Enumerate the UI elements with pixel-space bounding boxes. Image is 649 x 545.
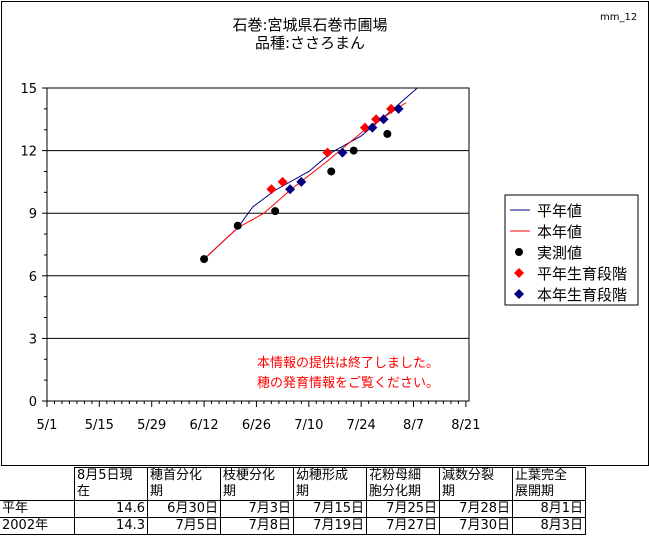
legend-label: 本年値 (537, 223, 582, 241)
data-point (393, 103, 404, 114)
legend-swatch (515, 248, 523, 256)
legend-label: 本年生育段階 (537, 286, 627, 304)
table-cell: 7月25日 (366, 500, 440, 518)
data-point (359, 122, 370, 133)
header-line: 期 (223, 484, 237, 499)
plot-area (46, 87, 470, 402)
table-cell: 平年 (0, 500, 75, 518)
data-point (285, 184, 296, 195)
header-line: 花粉母細 (369, 468, 422, 483)
data-point (337, 147, 348, 158)
column-header: 花粉母細 胞分化期 (366, 467, 440, 501)
table-cell: 2002年 (0, 517, 75, 535)
column-header: 枝梗分化期 (220, 467, 294, 501)
header-line: 減数分裂 (442, 468, 495, 483)
table-cell: 14.6 (74, 500, 148, 518)
x-tick-label: 6/26 (242, 418, 271, 433)
table-row: 平年 14.6 6月30日 7月3日 7月15日 7月25日 7月28日 8月1日 (0, 500, 586, 518)
column-header: 8月5日現在 (74, 467, 148, 501)
legend-label: 平年値 (537, 202, 582, 220)
table-cell: 7月19日 (293, 517, 367, 535)
corner-label: mm_12 (600, 12, 637, 23)
header-line: 期 (296, 484, 310, 499)
header-line: 枝梗分化 (223, 468, 276, 483)
table-cell: 7月15日 (293, 500, 367, 518)
chart-title: 石巻:宮城県石巻市圃場 (232, 16, 387, 34)
x-tick-label: 5/1 (37, 418, 58, 433)
x-tick-label: 8/7 (403, 418, 424, 433)
data-point (266, 184, 277, 195)
y-tick-label: 3 (29, 332, 37, 347)
data-point (322, 147, 333, 158)
x-tick-label: 5/29 (137, 418, 166, 433)
annotation-line-2: 穂の発育情報をご覧ください。 (257, 375, 439, 391)
growth-stage-table: 8月5日現在穂首分化期枝梗分化期幼穂形成期花粉母細 胞分化期 減数分裂期止葉完全 展開… (0, 467, 586, 535)
data-point (371, 114, 382, 125)
table-cell: 7月27日 (366, 517, 440, 535)
y-tick-label: 6 (29, 270, 37, 285)
data-point (383, 129, 392, 138)
table-cell: 7月3日 (220, 500, 294, 518)
data-point (277, 176, 288, 187)
column-header: 減数分裂期 (439, 467, 513, 501)
x-tick-label: 5/15 (85, 418, 114, 433)
header-line: 展開期 (515, 484, 555, 499)
annotation-line-1: 本情報の提供は終了しました。 (257, 355, 439, 371)
header-line: 8月5日現 (77, 468, 133, 483)
data-point (327, 167, 336, 176)
y-tick-label: 15 (20, 82, 37, 97)
data-point (386, 103, 397, 114)
x-tick-label: 7/10 (294, 418, 323, 433)
y-tick-label: 12 (20, 145, 37, 160)
table-cell: 14.3 (74, 517, 148, 535)
legend-swatch (514, 268, 524, 278)
header-line: 期 (442, 484, 456, 499)
header-line: 胞分化期 (369, 484, 422, 499)
table-cell: 7月30日 (439, 517, 513, 535)
header-line: 期 (150, 484, 164, 499)
table-cell: 7月8日 (220, 517, 294, 535)
data-point (378, 114, 389, 125)
x-tick-label: 6/12 (189, 418, 218, 433)
table-cell: 7月28日 (439, 500, 513, 518)
x-tick-label: 7/24 (347, 418, 376, 433)
data-point (200, 255, 209, 264)
header-line: 穂首分化 (150, 468, 203, 483)
header-line: 幼穂形成 (296, 468, 349, 483)
legend-label: 実測値 (537, 244, 582, 262)
table-cell: 8月3日 (512, 517, 586, 535)
table-header-row: 8月5日現在穂首分化期枝梗分化期幼穂形成期花粉母細 胞分化期 減数分裂期止葉完全 展開… (0, 467, 586, 501)
data-point (349, 146, 358, 155)
data-point (367, 122, 378, 133)
header-line: 止葉完全 (515, 468, 568, 483)
table-cell: 7月5日 (147, 517, 221, 535)
table-cell: 8月1日 (512, 500, 586, 518)
chart-subtitle: 品種:ささろまん (255, 34, 365, 52)
column-header: 穂首分化期 (147, 467, 221, 501)
column-header: 幼穂形成期 (293, 467, 367, 501)
column-header: 止葉完全 展開期 (512, 467, 586, 501)
x-tick-label: 8/21 (451, 418, 480, 433)
growth-chart: mm_12 石巻:宮城県石巻市圃場 品種:ささろまん 0 3 6 9 12 15 5/1 5/… (20, 12, 639, 433)
header-line: 在 (77, 484, 91, 499)
data-point (296, 176, 307, 187)
column-header (0, 467, 75, 501)
legend-swatch (514, 289, 524, 299)
data-point (271, 207, 280, 216)
y-tick-label: 0 (29, 395, 37, 410)
table-cell: 6月30日 (147, 500, 221, 518)
y-tick-label: 9 (29, 207, 37, 222)
data-point (233, 221, 242, 230)
table-row: 2002年 14.3 7月5日 7月8日 7月19日 7月27日 7月30日 8月3日 (0, 517, 586, 535)
legend-label: 平年生育段階 (537, 265, 627, 283)
